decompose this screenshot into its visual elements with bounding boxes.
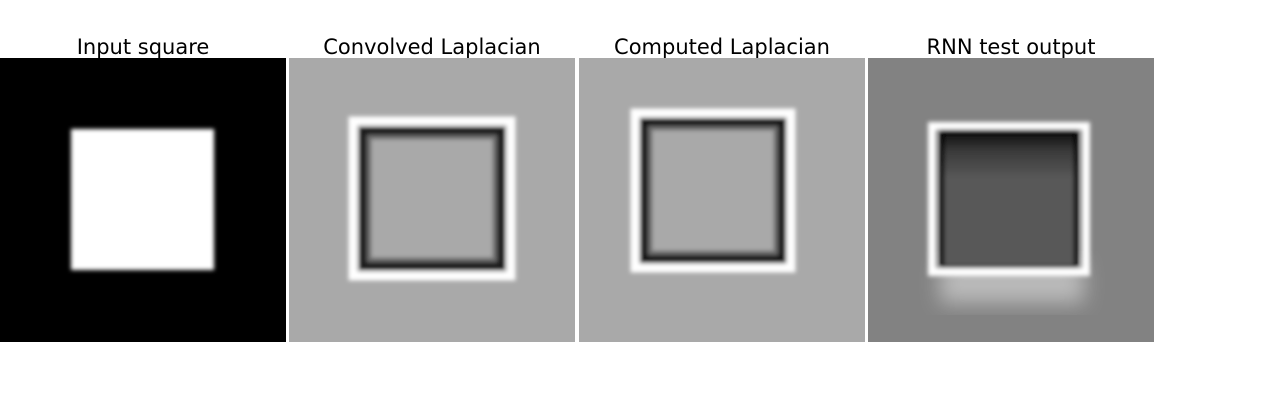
white-square [71, 129, 214, 270]
panel-title: Convolved Laplacian [323, 35, 541, 59]
input-square-image [0, 58, 286, 342]
laplacian-background [289, 58, 575, 342]
panel-title: Input square [76, 35, 210, 59]
rnn-output-image [868, 58, 1154, 342]
laplacian-edges [630, 108, 796, 273]
convolved-laplacian-image [289, 58, 575, 342]
panel-input-square: Input square [0, 0, 286, 342]
panel-rnn-test-output: RNN test output [868, 0, 1154, 342]
computed-laplacian-image [579, 58, 865, 342]
rnn-dark-square [940, 130, 1078, 270]
laplacian-background [579, 58, 865, 342]
panel-computed-laplacian: Computed Laplacian [579, 0, 865, 342]
panel-convolved-laplacian: Convolved Laplacian [289, 0, 575, 342]
panel-title: RNN test output [926, 35, 1096, 59]
laplacian-edges [348, 116, 516, 281]
panel-title: Computed Laplacian [614, 35, 830, 59]
rnn-edges [928, 122, 1090, 276]
